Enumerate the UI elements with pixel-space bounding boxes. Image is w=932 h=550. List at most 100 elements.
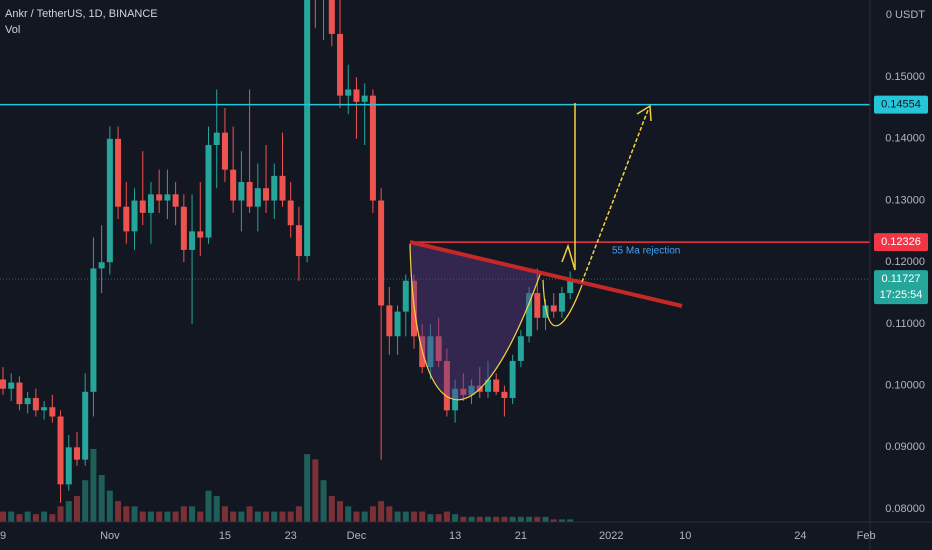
volume-bar [90,448,97,522]
volume-bar [484,516,491,522]
candle-body [567,279,574,294]
x-tick-label: Feb [857,530,876,542]
x-tick-label: 13 [449,530,461,542]
candle-body [484,379,491,392]
volume-bar [369,506,376,522]
volume-bar [32,514,39,522]
volume-bar [411,511,417,522]
candle-body [106,138,113,263]
volume-bar [567,519,574,522]
volume-bar [320,480,327,522]
candle-body [345,89,352,96]
candle-body [427,336,434,368]
currency-label: 0 USDT [886,9,925,21]
volume-bar [328,495,335,522]
candle-body [279,175,286,201]
candle-body [369,95,376,201]
y-tick-label: 0.10000 [885,380,925,392]
candle-body [123,206,130,232]
last-price-tag [874,270,928,305]
x-tick-label: 15 [219,530,231,542]
volume-bar [189,506,196,522]
candle-body [180,206,187,250]
candle-body [32,397,39,411]
candle-body [558,293,565,312]
volume-bar [419,511,426,522]
volume-bar [221,506,228,522]
volume-bar [73,495,80,522]
candle-body [493,379,500,392]
candle-body [221,132,228,170]
candle-body [98,262,105,269]
candle-body [131,200,138,232]
y-tick-label: 0.08000 [885,503,925,515]
candle-body [435,336,442,361]
candle-body [287,200,294,226]
candle-body [65,447,72,485]
y-tick-label: 0.09000 [885,441,925,453]
price-tag-label: 0.12326 [881,236,921,248]
x-tick-label: Nov [100,530,120,542]
candle-body [304,0,311,257]
volume-bar [435,514,442,522]
y-tick-label: 0.12000 [885,256,925,268]
candle-body [172,194,179,207]
candle-body [57,416,64,485]
candle-body [205,145,212,238]
candle-body [164,194,171,201]
volume-bar [517,516,524,522]
volume-bar [82,480,89,522]
candle-body [353,89,360,102]
candle-body [402,280,409,312]
axis-labels: 0.15000 0.14000 0.13000 0.12000 0.11000 0.100… [0,71,928,542]
price-tag [874,233,928,252]
candle-body [542,305,549,318]
candle-body [90,268,97,392]
volume-bar [156,511,163,522]
target-line [561,103,576,271]
volume-bar [213,495,220,522]
volume-bar [180,506,187,522]
candle-body [443,360,450,411]
x-tick-label: Dec [347,530,367,542]
candle-body [271,175,278,201]
projection-arrow [581,109,649,283]
x-tick-label: 10 [679,530,691,542]
volume-bar [542,516,549,522]
volume-bar [139,511,146,522]
candle-body [295,225,302,257]
candle-body [139,200,146,213]
volume-bar [205,490,212,522]
candle-body [534,293,541,318]
volume-bar [57,506,64,522]
volume-bar [427,514,434,522]
candle-body [189,231,196,250]
countdown-label: 17:25:54 [880,289,923,301]
volume-bar [197,511,204,522]
x-tick-label: 2022 [599,530,623,542]
candle-body [73,447,80,460]
volume-bar [106,490,113,522]
volume-bar [361,511,368,522]
volume-bar [8,511,15,522]
volume-bar [41,511,48,522]
volume-bar [386,506,393,522]
volume-bar [279,511,286,522]
volume-bar [304,454,311,522]
candle-body [24,397,31,405]
candle-body [16,382,23,405]
candle-body [460,388,467,395]
volume-bar [476,516,483,522]
volume-bar [131,506,138,522]
candle-body [230,169,237,201]
candle-body [254,188,261,207]
volume-bar [337,501,344,522]
annotation: 55 Ma rejection [612,246,680,257]
price-tag [874,95,928,114]
candle-body [337,33,344,96]
y-tick-label: 0.15000 [885,71,925,83]
volume-bar [172,511,179,522]
candle-body [156,194,163,201]
